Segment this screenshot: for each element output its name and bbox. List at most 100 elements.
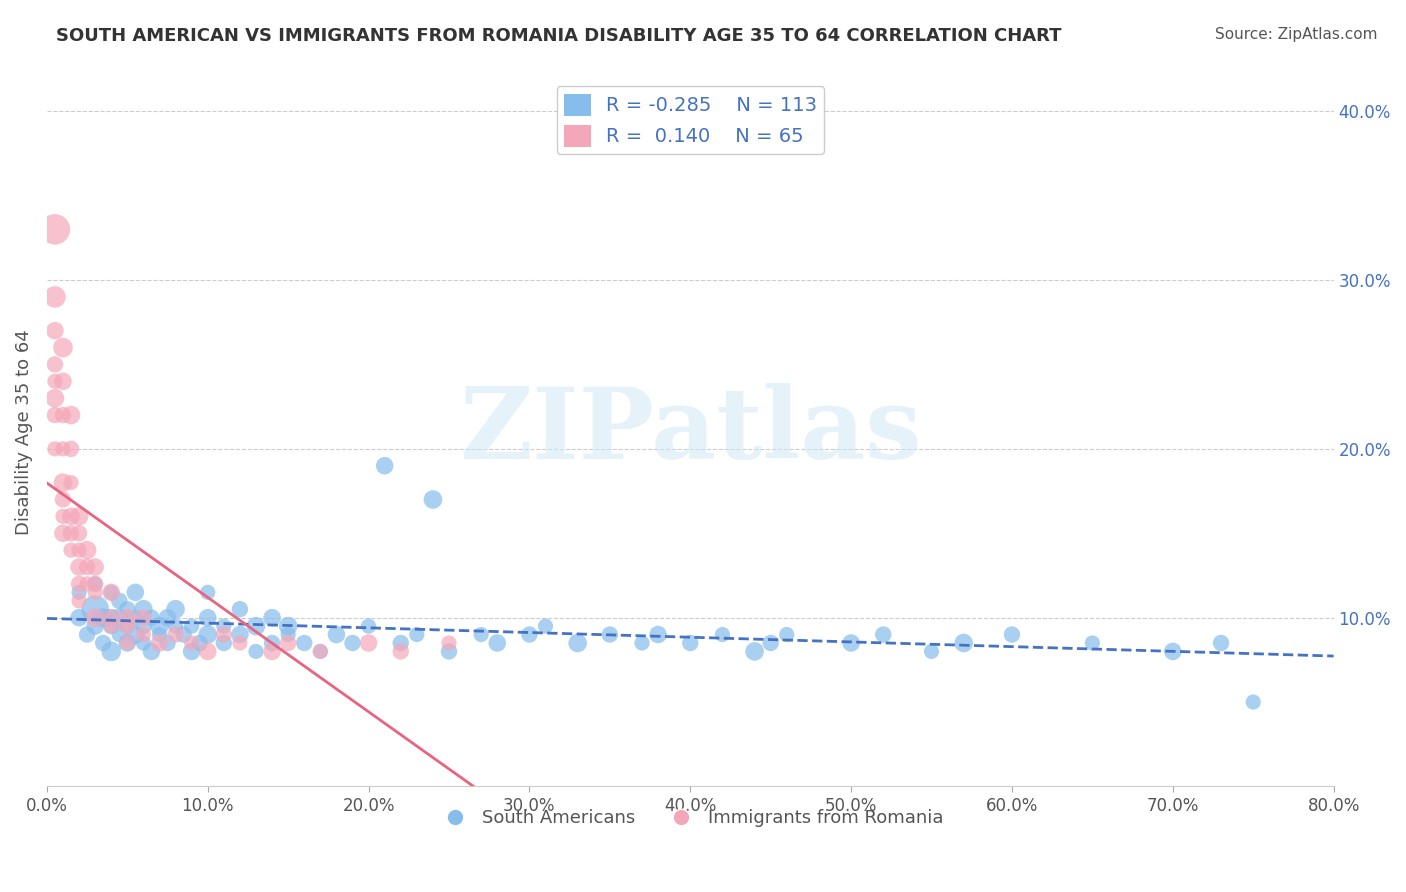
Point [262, 644, 284, 658]
Point [117, 602, 139, 616]
Point [325, 627, 347, 641]
Point [91, 610, 114, 624]
Point [1161, 644, 1184, 658]
Point [1081, 636, 1104, 650]
Point [776, 627, 799, 641]
Point [100, 610, 122, 624]
Point [76, 627, 98, 641]
Point [60, 475, 83, 490]
Point [44, 442, 66, 456]
Point [212, 619, 235, 633]
Point [108, 594, 131, 608]
Point [60, 442, 83, 456]
Point [711, 627, 734, 641]
Point [44, 222, 66, 236]
Point [67, 577, 90, 591]
Point [108, 627, 131, 641]
Point [405, 627, 427, 641]
Point [100, 585, 122, 599]
Point [76, 543, 98, 558]
Point [486, 636, 509, 650]
Point [156, 610, 179, 624]
Point [165, 619, 187, 633]
Point [108, 610, 131, 624]
Point [470, 627, 492, 641]
Point [84, 610, 107, 624]
Point [117, 619, 139, 633]
Point [141, 610, 163, 624]
Point [374, 458, 396, 473]
Point [52, 509, 75, 524]
Point [180, 636, 202, 650]
Point [1209, 636, 1232, 650]
Point [44, 391, 66, 405]
Point [100, 610, 122, 624]
Point [84, 619, 107, 633]
Point [60, 526, 83, 541]
Point [84, 560, 107, 574]
Point [679, 636, 702, 650]
Point [647, 627, 669, 641]
Point [148, 636, 170, 650]
Point [952, 636, 974, 650]
Point [52, 526, 75, 541]
Point [229, 627, 252, 641]
Point [132, 619, 155, 633]
Point [117, 636, 139, 650]
Point [165, 627, 187, 641]
Y-axis label: Disability Age 35 to 64: Disability Age 35 to 64 [15, 329, 32, 535]
Point [132, 610, 155, 624]
Point [262, 636, 284, 650]
Point [309, 644, 332, 658]
Point [631, 636, 654, 650]
Point [277, 627, 299, 641]
Point [84, 577, 107, 591]
Point [60, 509, 83, 524]
Point [229, 636, 252, 650]
Point [839, 636, 862, 650]
Point [100, 619, 122, 633]
Point [148, 619, 170, 633]
Point [52, 475, 75, 490]
Point [67, 560, 90, 574]
Point [100, 619, 122, 633]
Point [437, 636, 460, 650]
Point [84, 602, 107, 616]
Point [156, 636, 179, 650]
Point [141, 644, 163, 658]
Point [52, 408, 75, 422]
Point [197, 644, 219, 658]
Point [180, 619, 202, 633]
Point [245, 644, 267, 658]
Point [759, 636, 782, 650]
Point [437, 644, 460, 658]
Point [100, 644, 122, 658]
Point [262, 610, 284, 624]
Point [132, 627, 155, 641]
Point [197, 610, 219, 624]
Point [67, 509, 90, 524]
Point [744, 644, 766, 658]
Point [117, 610, 139, 624]
Point [67, 543, 90, 558]
Text: Source: ZipAtlas.com: Source: ZipAtlas.com [1215, 27, 1378, 42]
Point [67, 585, 90, 599]
Point [534, 619, 557, 633]
Point [1241, 695, 1264, 709]
Point [52, 341, 75, 355]
Point [173, 627, 195, 641]
Point [357, 619, 380, 633]
Point [389, 636, 412, 650]
Point [309, 644, 332, 658]
Point [212, 627, 235, 641]
Point [44, 358, 66, 372]
Point [197, 627, 219, 641]
Point [188, 636, 211, 650]
Point [599, 627, 621, 641]
Point [132, 636, 155, 650]
Point [67, 610, 90, 624]
Point [76, 560, 98, 574]
Point [229, 602, 252, 616]
Point [342, 636, 364, 650]
Point [44, 374, 66, 388]
